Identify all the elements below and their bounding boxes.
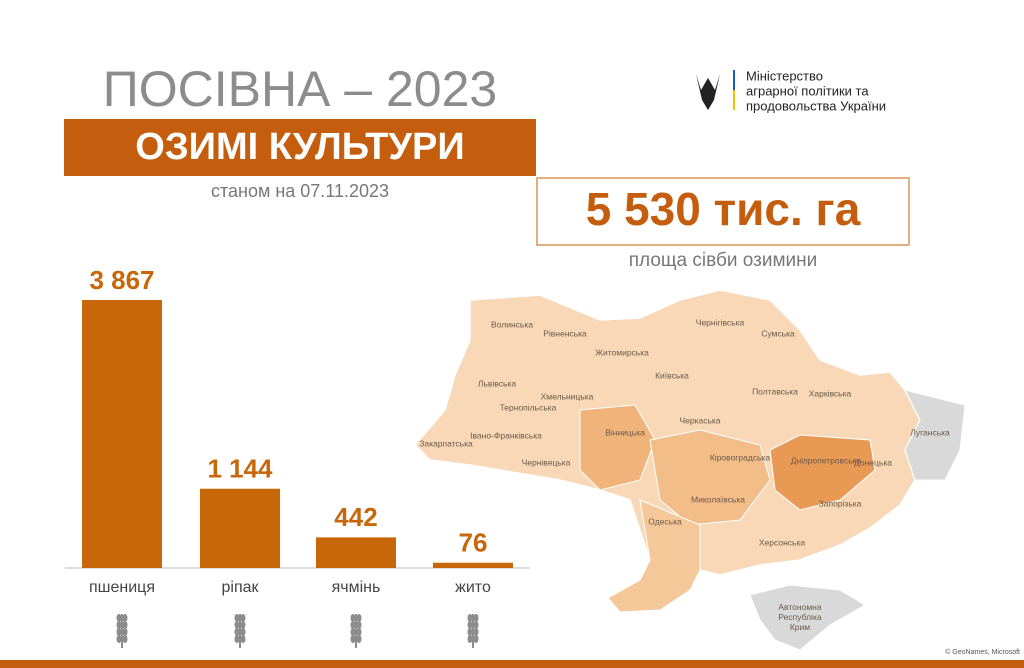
bar bbox=[82, 300, 162, 568]
icon-grain bbox=[350, 614, 356, 622]
icon-grain bbox=[116, 635, 122, 643]
category-label: ячмінь bbox=[332, 579, 381, 596]
crop-icon bbox=[467, 614, 479, 648]
region-label: Луганська bbox=[910, 427, 950, 437]
region-label: Полтавська bbox=[752, 386, 798, 396]
icon-grain bbox=[467, 614, 473, 622]
region-label: Київська bbox=[655, 370, 689, 380]
region-label: Житомирська bbox=[595, 347, 649, 357]
region-label: Рівненська bbox=[543, 328, 587, 338]
icon-grain bbox=[116, 614, 122, 622]
region-label: Кіровоградська bbox=[710, 452, 771, 462]
icon-grain bbox=[122, 635, 128, 643]
value-label: 3 867 bbox=[89, 265, 154, 295]
ministry-name: Міністерство bbox=[746, 68, 823, 83]
crop-icon bbox=[350, 614, 362, 648]
icon-grain bbox=[240, 635, 246, 643]
icon-grain bbox=[473, 628, 479, 636]
region-label: Закарпатська bbox=[419, 438, 473, 448]
subtitle: ОЗИМІ КУЛЬТУРИ bbox=[135, 126, 464, 168]
region-label: Львівська bbox=[478, 378, 516, 388]
icon-grain bbox=[467, 635, 473, 643]
region-label: Харківська bbox=[809, 388, 852, 398]
region-label: Івано-Франківська bbox=[470, 430, 542, 440]
icon-grain bbox=[356, 635, 362, 643]
value-label: 442 bbox=[334, 502, 377, 532]
value-label: 76 bbox=[459, 528, 488, 558]
title: ПОСІВНА – 2023 bbox=[103, 61, 497, 117]
icon-grain bbox=[234, 635, 240, 643]
bar bbox=[200, 488, 280, 568]
ministry-name: продовольства України bbox=[746, 98, 886, 113]
credit: © GeoNames, Microsoft bbox=[945, 648, 1020, 656]
icon-grain bbox=[122, 621, 128, 629]
region-label: Тернопільська bbox=[500, 402, 557, 412]
icon-grain bbox=[240, 621, 246, 629]
icon-grain bbox=[473, 621, 479, 629]
icon-grain bbox=[473, 614, 479, 622]
icon-grain bbox=[234, 621, 240, 629]
region-label: Запорізька bbox=[819, 498, 862, 508]
subtitle-box bbox=[64, 119, 536, 176]
icon-grain bbox=[350, 621, 356, 629]
region-label: Дніпропетровська bbox=[791, 455, 862, 465]
region-label: Автономна Республіка Крим bbox=[778, 602, 821, 632]
icon-grain bbox=[356, 614, 362, 622]
value-label: 1 144 bbox=[207, 454, 273, 484]
icon-grain bbox=[116, 621, 122, 629]
category-label: ріпак bbox=[221, 579, 259, 596]
crop-icon bbox=[116, 614, 128, 648]
icon-grain bbox=[356, 621, 362, 629]
region-label: Сумська bbox=[761, 328, 795, 338]
icon-grain bbox=[122, 628, 128, 636]
region-label: Черкаська bbox=[679, 415, 720, 425]
region-label: Чернівецька bbox=[522, 457, 571, 467]
ministry-logo bbox=[696, 70, 735, 110]
icon-grain bbox=[473, 635, 479, 643]
region-label: Волинська bbox=[491, 319, 533, 329]
icon-grain bbox=[240, 614, 246, 622]
ministry-name: аграрної політики та bbox=[746, 83, 869, 98]
total-box bbox=[536, 177, 910, 246]
crop-icon bbox=[234, 614, 246, 648]
region-label: Хмельницька bbox=[541, 391, 594, 401]
icon-grain bbox=[350, 635, 356, 643]
bar bbox=[316, 537, 396, 568]
map: Волинська Рівненська Житомирська Чернігівсь… bbox=[413, 289, 966, 651]
region-label: Вінницька bbox=[605, 427, 645, 437]
icon-grain bbox=[467, 621, 473, 629]
region-label: Миколаївська bbox=[691, 494, 745, 504]
category-label: жито bbox=[455, 579, 491, 596]
icon-grain bbox=[234, 614, 240, 622]
icon-grain bbox=[240, 628, 246, 636]
region-label: Чернігівська bbox=[696, 317, 745, 327]
category-label: пшениця bbox=[89, 579, 155, 596]
icon-grain bbox=[122, 614, 128, 622]
bar bbox=[433, 562, 513, 568]
icon-grain bbox=[350, 628, 356, 636]
total-caption: площа сівби озимини bbox=[629, 250, 817, 271]
icon-grain bbox=[356, 628, 362, 636]
icon-grain bbox=[116, 628, 122, 636]
footer-stripe bbox=[0, 660, 1024, 668]
region-label: Одеська bbox=[648, 516, 682, 526]
region-label: Донецька bbox=[854, 457, 892, 467]
region-label: Херсонська bbox=[759, 537, 805, 547]
icon-grain bbox=[234, 628, 240, 636]
date: станом на 07.11.2023 bbox=[211, 181, 389, 201]
icon-grain bbox=[467, 628, 473, 636]
total: 5 530 тис. га bbox=[586, 183, 861, 235]
